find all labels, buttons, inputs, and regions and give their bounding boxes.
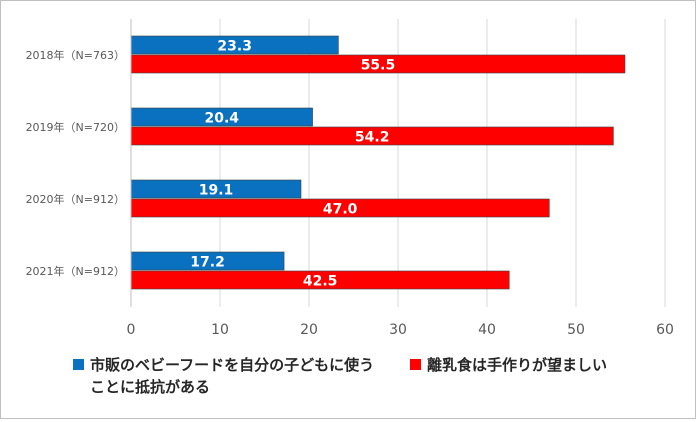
- x-tick-label: 0: [127, 322, 136, 338]
- category-label: 2021年（N=912）: [26, 264, 125, 278]
- data-label: 23.3: [217, 39, 252, 55]
- category-label: 2018年（N=763）: [26, 48, 125, 62]
- data-label: 42.5: [303, 274, 338, 290]
- x-tick-label: 50: [567, 322, 585, 338]
- data-label: 47.0: [323, 202, 358, 218]
- category-label: 2020年（N=912）: [26, 192, 125, 206]
- x-tick-label: 40: [478, 322, 496, 338]
- data-label: 55.5: [361, 58, 396, 74]
- x-tick-label: 60: [656, 322, 674, 338]
- data-label: 17.2: [190, 255, 225, 271]
- data-label: 54.2: [355, 130, 390, 146]
- data-label: 19.1: [199, 183, 234, 199]
- data-label: 20.4: [205, 111, 240, 127]
- x-tick-label: 30: [389, 322, 407, 338]
- x-tick-label: 10: [211, 322, 229, 338]
- category-label: 2019年（N=720）: [26, 120, 125, 134]
- x-tick-label: 20: [300, 322, 318, 338]
